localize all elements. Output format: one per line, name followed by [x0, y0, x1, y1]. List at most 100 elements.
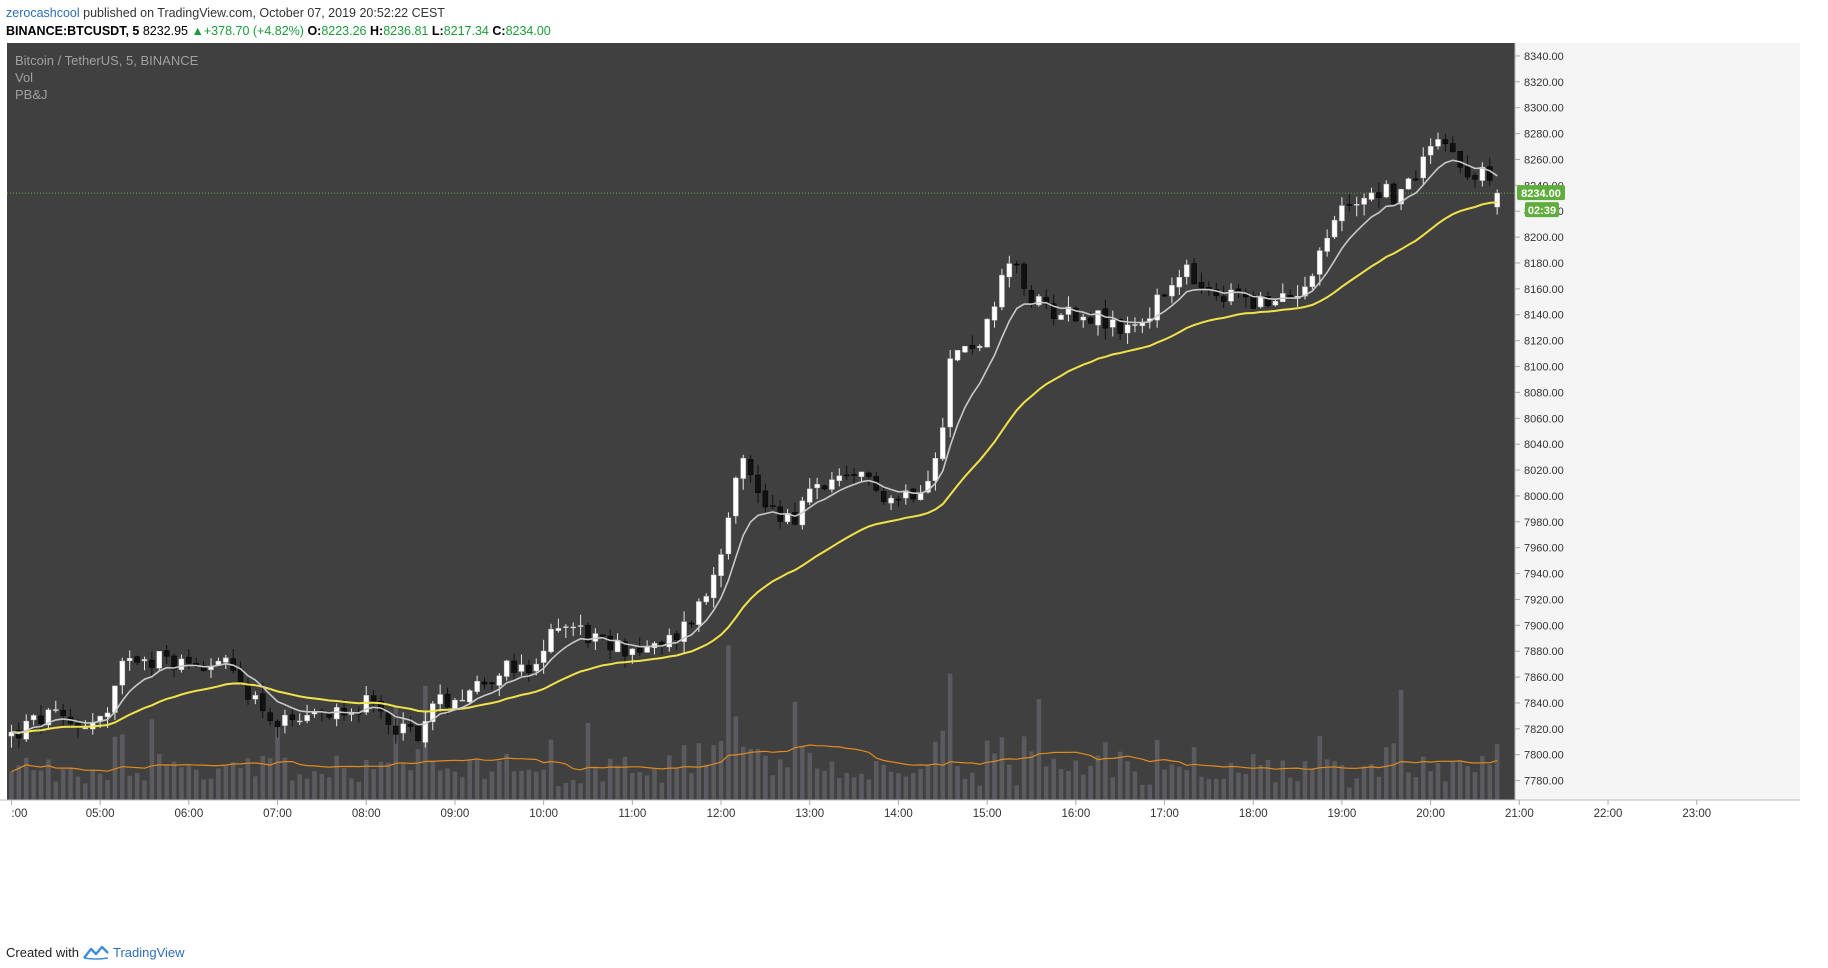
candle[interactable] [1220, 285, 1227, 309]
candle[interactable] [156, 651, 163, 672]
candle[interactable] [1117, 318, 1123, 341]
candle[interactable] [1006, 255, 1013, 288]
candle[interactable] [1073, 306, 1079, 323]
candle[interactable] [1383, 180, 1390, 199]
candle[interactable] [1413, 170, 1419, 182]
candle[interactable] [866, 471, 872, 486]
candle[interactable] [489, 681, 495, 690]
candle[interactable] [1479, 162, 1486, 187]
candle[interactable] [954, 350, 961, 362]
candle[interactable] [940, 417, 946, 461]
candle[interactable] [1317, 247, 1323, 286]
candle[interactable] [171, 653, 177, 677]
candle[interactable] [1102, 299, 1109, 340]
candle[interactable] [1169, 277, 1175, 304]
candle[interactable] [1154, 288, 1160, 328]
candle[interactable] [1390, 182, 1397, 208]
candle[interactable] [555, 618, 562, 633]
candle[interactable] [577, 614, 584, 636]
author-link[interactable]: zerocashcool [6, 6, 80, 20]
candle[interactable] [1427, 138, 1434, 164]
candle[interactable] [1324, 229, 1330, 257]
candle[interactable] [1487, 157, 1493, 187]
candle[interactable] [415, 724, 421, 743]
candle[interactable] [1161, 293, 1168, 297]
candle[interactable] [518, 654, 525, 676]
candle[interactable] [503, 659, 510, 681]
candle[interactable] [1435, 132, 1441, 150]
candle[interactable] [1250, 291, 1256, 309]
candle[interactable] [1442, 134, 1449, 152]
candle[interactable] [1058, 313, 1064, 320]
candle[interactable] [821, 484, 828, 491]
candle[interactable] [407, 716, 414, 733]
candle[interactable] [1405, 177, 1412, 190]
candle[interactable] [437, 684, 443, 712]
candle[interactable] [466, 688, 473, 705]
candle[interactable] [260, 682, 266, 719]
candle[interactable] [526, 659, 532, 683]
candle[interactable] [223, 654, 229, 670]
candle[interactable] [770, 494, 776, 509]
candle[interactable] [962, 345, 968, 353]
candle[interactable] [888, 495, 894, 510]
candle[interactable] [1450, 135, 1456, 153]
candle[interactable] [666, 628, 673, 652]
candle[interactable] [1021, 261, 1027, 297]
candle[interactable] [563, 624, 569, 639]
candle[interactable] [1065, 296, 1072, 322]
candle[interactable] [178, 654, 185, 673]
candle[interactable] [267, 707, 273, 726]
candle[interactable] [1265, 291, 1271, 308]
candle[interactable] [1235, 283, 1242, 298]
candle[interactable] [910, 488, 916, 503]
candle[interactable] [422, 710, 429, 748]
candle[interactable] [718, 548, 724, 588]
candle[interactable] [548, 623, 554, 654]
plot-area[interactable] [7, 43, 1515, 800]
candle[interactable] [511, 653, 517, 679]
candle[interactable] [60, 704, 66, 726]
candle[interactable] [851, 468, 857, 486]
candle[interactable] [806, 478, 813, 506]
candle[interactable] [1376, 182, 1382, 209]
candle[interactable] [895, 495, 902, 507]
candle[interactable] [134, 655, 140, 666]
candle[interactable] [1361, 193, 1367, 216]
candle[interactable] [880, 485, 887, 505]
candle[interactable] [245, 677, 251, 705]
candle[interactable] [1132, 317, 1138, 333]
candle[interactable] [585, 622, 591, 648]
candle[interactable] [1191, 258, 1197, 285]
candle[interactable] [296, 713, 303, 726]
candle[interactable] [947, 349, 953, 438]
candle[interactable] [1176, 269, 1183, 295]
candle[interactable] [459, 689, 466, 702]
candle[interactable] [733, 476, 739, 524]
candle[interactable] [304, 704, 310, 724]
candle[interactable] [252, 691, 259, 705]
candle[interactable] [163, 644, 170, 664]
candle[interactable] [149, 651, 155, 678]
candle[interactable] [1331, 215, 1338, 240]
candle[interactable] [1110, 310, 1116, 337]
candle[interactable] [38, 705, 44, 734]
candle[interactable] [1346, 194, 1353, 212]
candle[interactable] [607, 629, 613, 660]
candle[interactable] [1309, 273, 1316, 290]
candle[interactable] [378, 695, 384, 720]
candle[interactable] [688, 620, 695, 628]
candle[interactable] [333, 703, 340, 727]
candle[interactable] [126, 650, 133, 671]
candle[interactable] [348, 708, 355, 722]
candle[interactable] [673, 630, 680, 651]
candle[interactable] [282, 709, 288, 734]
candle[interactable] [274, 719, 281, 738]
candle[interactable] [740, 454, 746, 490]
candle[interactable] [725, 512, 732, 560]
candle[interactable] [984, 318, 990, 348]
candle[interactable] [370, 690, 377, 713]
candle[interactable] [681, 611, 687, 654]
candle[interactable] [1368, 187, 1375, 202]
candle[interactable] [1050, 294, 1057, 326]
